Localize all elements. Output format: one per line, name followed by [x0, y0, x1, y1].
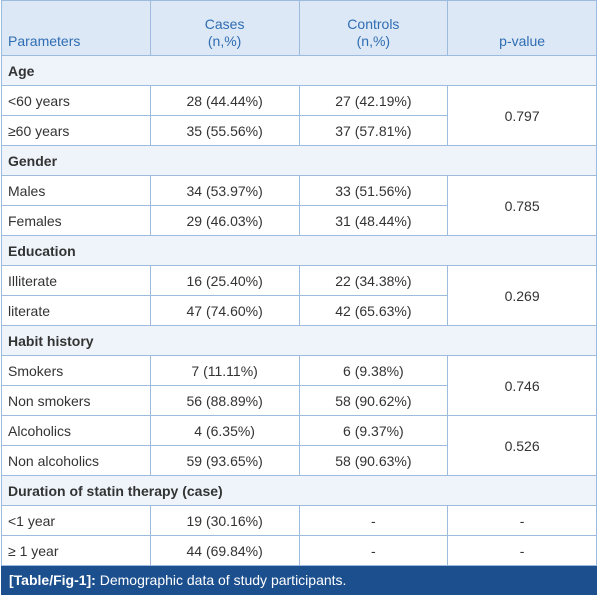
p-value: 0.269: [447, 265, 597, 326]
header-cell: Cases (n,%): [149, 0, 300, 56]
p-value: 0.785: [447, 175, 597, 236]
section-title: Gender: [1, 145, 597, 176]
section-row: Gender: [1, 145, 597, 176]
section-row: Age: [1, 55, 597, 86]
data-row: Alcoholics 4 (6.35%) 6 (9.37%) 0.526: [1, 415, 597, 476]
value-cell: 22 (34.38%): [298, 265, 449, 296]
row-label: Males: [1, 175, 151, 206]
caption: [Table/Fig-1]: Demographic data of study…: [1, 566, 597, 595]
row-label: Females: [1, 205, 151, 236]
value-cell: 47 (74.60%): [149, 295, 300, 326]
data-row: Smokers 7 (11.11%) 6 (9.38%) 0.746: [1, 355, 597, 416]
value-cell: 58 (90.63%): [298, 445, 449, 476]
section-row: Habit history: [1, 325, 597, 356]
row-label: <1 year: [1, 505, 151, 536]
data-row: Illiterate 16 (25.40%) 22 (34.38%) 0.269: [1, 265, 597, 326]
p-value: 0.797: [447, 85, 597, 146]
data-row: Non alcoholics 59 (93.65%) 58 (90.63%): [1, 445, 597, 476]
row-label: ≥ 1 year: [1, 535, 151, 566]
p-value: -: [447, 505, 597, 536]
value-cell: 42 (65.63%): [298, 295, 449, 326]
value-cell: 16 (25.40%): [149, 265, 300, 296]
data-row: literate 47 (74.60%) 42 (65.63%): [1, 295, 597, 326]
section-row: Education: [1, 235, 597, 266]
value-cell: 37 (57.81%): [298, 115, 449, 146]
section-title: Duration of statin therapy (case): [1, 475, 597, 506]
data-row: <1 year 19 (30.16%) - -: [1, 505, 597, 536]
value-cell: 44 (69.84%): [149, 535, 300, 566]
data-row: Females 29 (46.03%) 31 (48.44%): [1, 205, 597, 236]
row-label: Illiterate: [1, 265, 151, 296]
value-cell: -: [298, 505, 449, 536]
value-cell: 33 (51.56%): [298, 175, 449, 206]
value-cell: 34 (53.97%): [149, 175, 300, 206]
section-row: Duration of statin therapy (case): [1, 475, 597, 506]
value-cell: 27 (42.19%): [298, 85, 449, 116]
section-title: Education: [1, 235, 597, 266]
value-cell: 35 (55.56%): [149, 115, 300, 146]
value-cell: 19 (30.16%): [149, 505, 300, 536]
value-cell: 7 (11.11%): [149, 355, 300, 386]
value-cell: 58 (90.62%): [298, 385, 449, 416]
value-cell: 59 (93.65%): [149, 445, 300, 476]
value-cell: 31 (48.44%): [298, 205, 449, 236]
data-row: Non smokers 56 (88.89%) 58 (90.62%): [1, 385, 597, 416]
header-cell: Controls (n,%): [298, 0, 449, 56]
value-cell: 28 (44.44%): [149, 85, 300, 116]
p-value: 0.526: [447, 415, 597, 476]
section-title: Habit history: [1, 325, 597, 356]
data-row: <60 years 28 (44.44%) 27 (42.19%) 0.797: [1, 85, 597, 146]
data-row: ≥60 years 35 (55.56%) 37 (57.81%): [1, 115, 597, 146]
header-cell: p-value: [447, 0, 597, 56]
value-cell: 29 (46.03%): [149, 205, 300, 236]
section-title: Age: [1, 55, 597, 86]
p-value: 0.746: [447, 355, 597, 416]
data-table: Parameters Cases (n,%) Controls (n,%) p-val…: [1, 0, 597, 566]
p-value: -: [447, 535, 597, 566]
row-label: Smokers: [1, 355, 151, 386]
value-cell: 4 (6.35%): [149, 415, 300, 446]
caption-text: Demographic data of study participants.: [99, 572, 347, 588]
row-label: Non alcoholics: [1, 445, 151, 476]
value-cell: 6 (9.37%): [298, 415, 449, 446]
row-label: Alcoholics: [1, 415, 151, 446]
row-label: <60 years: [1, 85, 151, 116]
header-cell: Parameters: [1, 0, 151, 56]
caption-label: [Table/Fig-1]:: [9, 572, 96, 588]
data-row: Males 34 (53.97%) 33 (51.56%) 0.785: [1, 175, 597, 236]
row-label: ≥60 years: [1, 115, 151, 146]
value-cell: 56 (88.89%): [149, 385, 300, 416]
data-row: ≥ 1 year 44 (69.84%) - -: [1, 535, 597, 566]
table-figure: Parameters Cases (n,%) Controls (n,%) p-val…: [1, 0, 597, 595]
value-cell: -: [298, 535, 449, 566]
row-label: Non smokers: [1, 385, 151, 416]
row-label: literate: [1, 295, 151, 326]
value-cell: 6 (9.38%): [298, 355, 449, 386]
header-row: Parameters Cases (n,%) Controls (n,%) p-val…: [1, 0, 597, 56]
